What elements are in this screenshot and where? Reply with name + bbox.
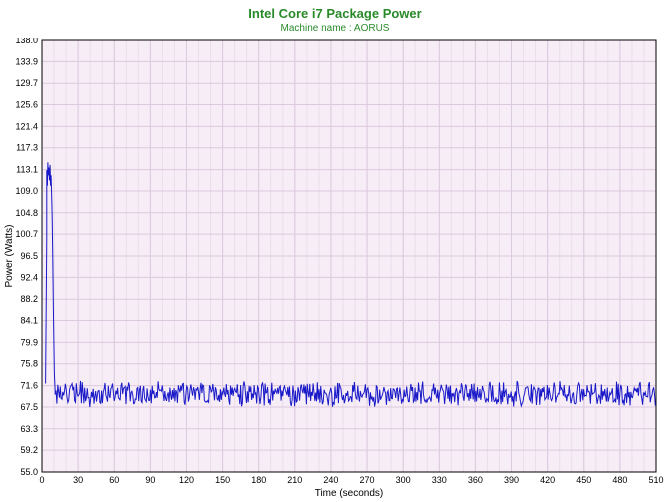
svg-text:125.6: 125.6: [15, 100, 38, 110]
svg-text:79.9: 79.9: [20, 337, 38, 347]
svg-text:510: 510: [648, 475, 663, 485]
svg-text:150: 150: [215, 475, 230, 485]
svg-text:63.3: 63.3: [20, 424, 38, 434]
svg-text:71.6: 71.6: [20, 381, 38, 391]
svg-text:59.2: 59.2: [20, 445, 38, 455]
svg-text:210: 210: [287, 475, 302, 485]
svg-text:0: 0: [39, 475, 44, 485]
svg-text:270: 270: [360, 475, 375, 485]
svg-text:330: 330: [432, 475, 447, 485]
svg-text:88.2: 88.2: [20, 294, 38, 304]
chart-area: 55.0 59.2 63.3 67.5 71.6 75.8 79.9 84.1 88.2 92.4…: [0, 38, 670, 500]
svg-text:92.4: 92.4: [20, 272, 38, 282]
svg-text:129.7: 129.7: [15, 78, 38, 88]
svg-text:75.8: 75.8: [20, 359, 38, 369]
svg-text:300: 300: [396, 475, 411, 485]
svg-text:113.1: 113.1: [16, 165, 38, 175]
chart-title: Intel Core i7 Package Power: [0, 0, 670, 21]
chart-subtitle: Machine name : AORUS: [0, 21, 670, 38]
svg-text:133.9: 133.9: [15, 56, 38, 66]
svg-text:30: 30: [73, 475, 83, 485]
svg-text:60: 60: [109, 475, 119, 485]
svg-text:420: 420: [540, 475, 555, 485]
svg-text:96.5: 96.5: [20, 251, 38, 261]
svg-text:90: 90: [145, 475, 155, 485]
svg-text:109.0: 109.0: [15, 186, 38, 196]
svg-text:390: 390: [504, 475, 519, 485]
svg-text:180: 180: [251, 475, 266, 485]
svg-text:104.8: 104.8: [15, 208, 38, 218]
svg-text:Power (Watts): Power (Watts): [4, 225, 15, 288]
svg-text:138.0: 138.0: [15, 38, 38, 45]
svg-text:Time (seconds): Time (seconds): [315, 488, 384, 499]
svg-text:121.4: 121.4: [15, 121, 38, 131]
svg-text:55.0: 55.0: [20, 467, 38, 477]
svg-text:450: 450: [576, 475, 591, 485]
svg-text:117.3: 117.3: [16, 143, 38, 153]
svg-text:120: 120: [179, 475, 194, 485]
svg-text:480: 480: [612, 475, 627, 485]
svg-text:360: 360: [468, 475, 483, 485]
svg-text:84.1: 84.1: [20, 316, 38, 326]
svg-text:100.7: 100.7: [15, 229, 38, 239]
chart-svg: 55.0 59.2 63.3 67.5 71.6 75.8 79.9 84.1 88.2 92.4…: [0, 38, 670, 500]
svg-text:240: 240: [323, 475, 338, 485]
svg-text:67.5: 67.5: [20, 402, 38, 412]
